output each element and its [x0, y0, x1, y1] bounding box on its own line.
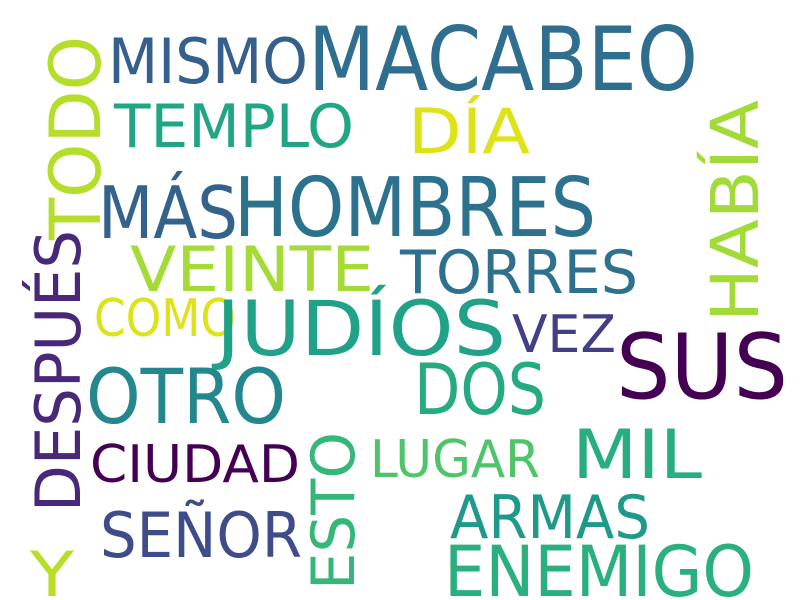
word-mil: MIL — [572, 416, 702, 495]
word-judios: JUDÍOS — [212, 284, 506, 373]
word-senor: SEÑOR — [100, 499, 302, 572]
word-armas: ARMAS — [450, 483, 650, 553]
word-mas: MÁS — [98, 171, 238, 255]
word-otro: OTRO — [86, 352, 286, 441]
word-dos: DOS — [414, 349, 546, 431]
word-veinte: VEINTE — [130, 233, 374, 306]
word-hombres: HOMBRES — [234, 161, 596, 256]
word-macabeo: MACABEO — [308, 8, 698, 111]
word-como: COMO — [94, 289, 236, 349]
word-enemigo: ENEMIGO — [444, 531, 754, 600]
word-habia: HABÍA — [696, 100, 774, 322]
word-mismo: MISMO — [108, 25, 308, 98]
word-sus: SUS — [616, 315, 788, 420]
word-lugar: LUGAR — [370, 430, 540, 490]
word-torres: TORRES — [399, 238, 638, 308]
word-vez: VEZ — [512, 305, 616, 365]
word-templo: TEMPLO — [113, 92, 354, 162]
word-esto: ESTO — [299, 432, 369, 590]
word-y: Y — [29, 538, 74, 600]
word-dia: DÍA — [408, 95, 530, 168]
word-ciudad: CIUDAD — [90, 435, 300, 495]
word-todo: TODO — [35, 36, 117, 241]
word-despues: DESPUÉS — [22, 230, 95, 512]
